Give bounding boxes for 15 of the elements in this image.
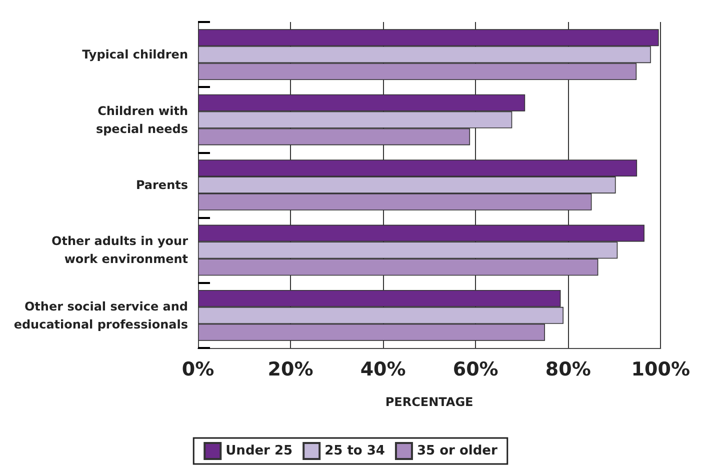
y-tick-label: Parents	[136, 178, 188, 192]
legend-label: 25 to 34	[324, 444, 385, 458]
legend-label: 35 or older	[416, 444, 498, 458]
x-tick-label: 20%	[268, 358, 314, 380]
y-tick-label: Children with special needs	[96, 104, 188, 136]
x-axis-title: PERCENTAGE	[385, 395, 474, 409]
x-tick-label: 40%	[360, 358, 406, 380]
y-tick-label: Other adults in your work environment	[52, 234, 188, 266]
y-tick-label: Typical children	[82, 48, 188, 62]
x-tick-label: 0%	[182, 358, 214, 380]
legend-label: Under 25	[226, 444, 293, 458]
y-tick-label: Other social service and educational professionals	[14, 299, 188, 332]
x-tick-label: 80%	[545, 358, 591, 380]
x-tick-label: 60%	[452, 358, 498, 380]
x-tick-label: 100%	[631, 358, 690, 380]
